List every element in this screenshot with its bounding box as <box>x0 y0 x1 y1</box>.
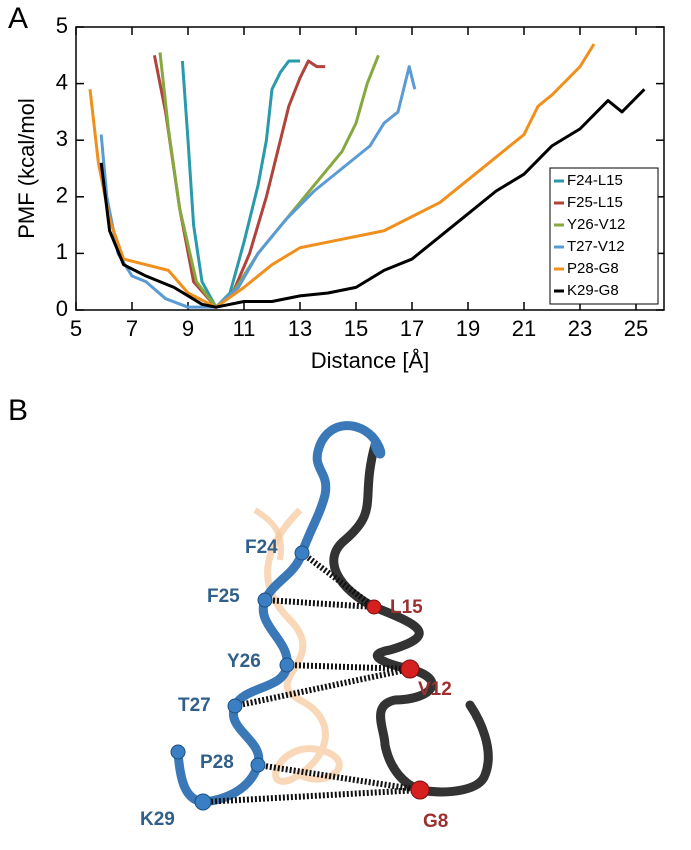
residue-label: Y26 <box>227 651 261 672</box>
x-tick-label: 21 <box>512 316 536 341</box>
y-tick-label: 1 <box>56 239 68 264</box>
x-tick-label: 17 <box>400 316 424 341</box>
series-line <box>88 43 596 309</box>
bead <box>400 659 420 679</box>
x-tick-label: 15 <box>344 316 368 341</box>
structure-diagram: F24 F25 Y26 T27 P28 K29 L15 V12 G8 <box>140 421 493 832</box>
residue-label: F25 <box>207 586 240 607</box>
legend-label: P28-G8 <box>567 260 619 277</box>
residue-label: L15 <box>390 597 423 618</box>
residue-label: T27 <box>178 695 211 716</box>
bead <box>294 545 310 561</box>
contacts <box>202 550 421 805</box>
residue-label: F24 <box>245 537 278 558</box>
contact <box>257 762 421 793</box>
x-tick-label: 9 <box>182 316 194 341</box>
chain-black <box>329 440 493 797</box>
chain-blue <box>173 421 386 807</box>
bead <box>410 780 430 800</box>
bead <box>227 698 243 714</box>
series-line <box>180 59 300 309</box>
bead <box>279 657 295 673</box>
contact <box>286 662 411 672</box>
legend-label: F25-L15 <box>567 194 623 211</box>
bead <box>170 744 186 760</box>
x-tick-label: 7 <box>126 316 138 341</box>
legend-box <box>549 167 659 305</box>
y-tick-label: 4 <box>56 69 68 94</box>
series-line <box>152 55 326 309</box>
residue-label: K29 <box>140 809 175 830</box>
x-axis-label: Distance [Å] <box>311 348 430 373</box>
y-tick-label: 5 <box>56 13 68 38</box>
x-tick-label: 25 <box>624 316 648 341</box>
panel-label: A <box>8 2 28 35</box>
contact <box>202 787 421 805</box>
residue-label: G8 <box>423 811 448 832</box>
y-tick-label: 3 <box>56 126 68 151</box>
residue-beads-red <box>366 599 430 800</box>
residue-label: P28 <box>200 752 234 773</box>
helix-shadow <box>253 507 284 561</box>
residue-beads <box>170 545 310 811</box>
panel-label: B <box>8 394 28 427</box>
bead <box>366 599 382 615</box>
residue-label: V12 <box>418 679 452 700</box>
series-line <box>99 88 646 309</box>
bead <box>194 793 212 811</box>
legend-label: K29-G8 <box>567 282 619 299</box>
y-tick-label: 2 <box>56 183 68 208</box>
x-tick-label: 23 <box>568 316 592 341</box>
y-tick-label: 0 <box>56 296 68 321</box>
x-tick-label: 19 <box>456 316 480 341</box>
legend-label: F24-L15 <box>567 172 623 189</box>
bead <box>250 757 266 773</box>
contact <box>234 666 411 709</box>
helix-shadow <box>264 507 343 785</box>
y-axis-label: PMF (kcal/mol <box>14 98 39 239</box>
legend-label: T27-V12 <box>567 238 625 255</box>
x-tick-label: 13 <box>288 316 312 341</box>
series-line <box>99 65 417 309</box>
bead <box>257 592 273 608</box>
legend-label: Y26-V12 <box>567 216 625 233</box>
plot-frame <box>75 26 665 311</box>
contact <box>300 550 376 610</box>
x-tick-label: 5 <box>70 316 82 341</box>
x-tick-label: 11 <box>233 316 256 341</box>
